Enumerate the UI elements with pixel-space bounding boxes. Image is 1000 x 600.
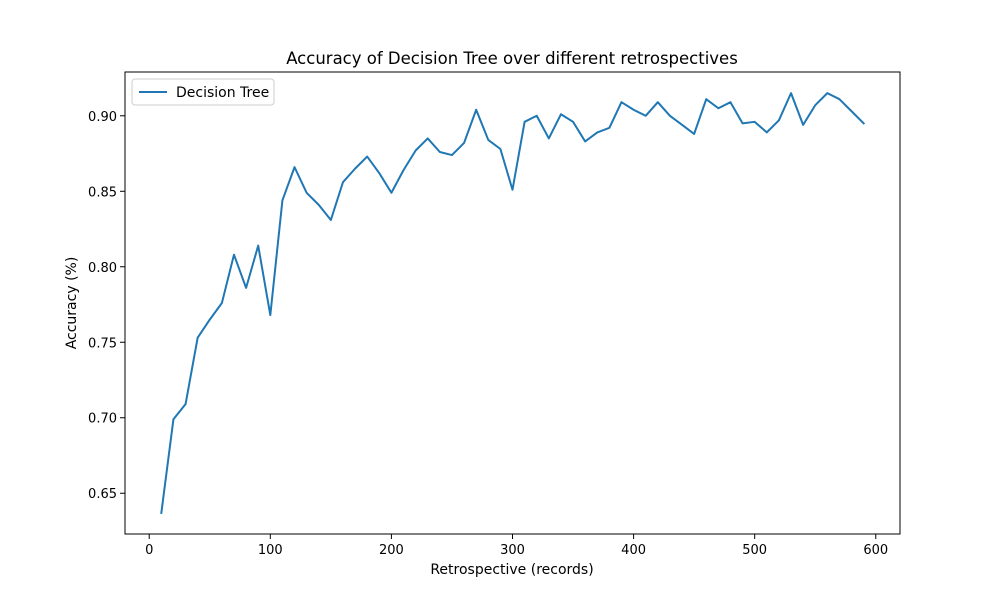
y-tick-label: 0.80 — [88, 261, 117, 276]
x-tick-label: 300 — [500, 543, 525, 558]
legend: Decision Tree — [131, 78, 275, 106]
y-tick-label: 0.70 — [88, 412, 117, 427]
x-tick-label: 100 — [258, 543, 283, 558]
y-tick-label: 0.85 — [88, 185, 117, 200]
x-tick-label: 500 — [742, 543, 767, 558]
legend-box — [131, 78, 275, 106]
y-axis: 0.65 0.70 0.75 0.80 0.85 0.90 — [88, 110, 125, 502]
chart-title: Accuracy of Decision Tree over different… — [286, 49, 738, 68]
y-tick-label: 0.90 — [88, 110, 117, 125]
y-tick-label: 0.65 — [88, 487, 117, 502]
x-tick-label: 600 — [863, 543, 888, 558]
x-tick-label: 400 — [621, 543, 646, 558]
axes-frame — [124, 71, 901, 535]
x-tick-label: 200 — [379, 543, 404, 558]
plot-area — [160, 92, 866, 514]
y-axis-label: Accuracy (%) — [64, 257, 80, 350]
x-tick-label: 0 — [145, 543, 153, 558]
legend-label: Decision Tree — [176, 85, 269, 101]
x-axis: 0 100 200 300 400 500 600 — [145, 534, 888, 558]
x-axis-label: Retrospective (records) — [430, 562, 593, 578]
y-tick-label: 0.75 — [88, 336, 117, 351]
series-line-0 — [160, 92, 866, 514]
